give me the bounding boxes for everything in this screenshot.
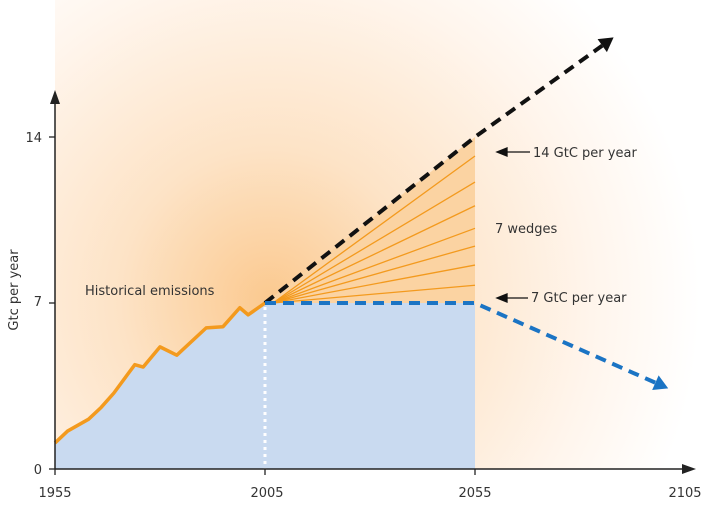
- wedge-line-1: [272, 155, 476, 304]
- annotation-historical: Historical emissions: [85, 284, 215, 299]
- tick-x-2105: 2105: [668, 486, 701, 501]
- wedge-line-4: [272, 227, 476, 304]
- annotation-7-gtc: 7 GtC per year: [531, 291, 627, 306]
- stabilization-path-arrowhead: [652, 375, 669, 391]
- tick-y-0: 0: [34, 463, 42, 478]
- x-axis-arrow: [682, 464, 696, 474]
- tick-x-2005: 2005: [250, 486, 283, 501]
- annotation-14-gtc: 14 GtC per year: [533, 146, 637, 161]
- historical-emissions-line: [53, 301, 267, 445]
- tick-y-7: 7: [34, 295, 42, 310]
- tick-x-1955: 1955: [38, 486, 71, 501]
- tick-x-2055: 2055: [458, 486, 491, 501]
- y-axis-arrow: [50, 90, 60, 104]
- arrow-to-7: [495, 293, 528, 303]
- wedge-line-5: [272, 245, 476, 304]
- tick-y-14: 14: [25, 131, 42, 146]
- wedge-line-2: [272, 181, 476, 304]
- business-as-usual-arrowhead: [597, 37, 614, 53]
- annotation-7-wedges: 7 wedges: [495, 222, 558, 237]
- wedge-line-3: [272, 205, 476, 304]
- y-axis-label: Gtc per year: [7, 249, 22, 331]
- arrow-to-14: [495, 147, 530, 157]
- wedge-line-7: [272, 284, 476, 304]
- wedge-line-6: [272, 264, 476, 304]
